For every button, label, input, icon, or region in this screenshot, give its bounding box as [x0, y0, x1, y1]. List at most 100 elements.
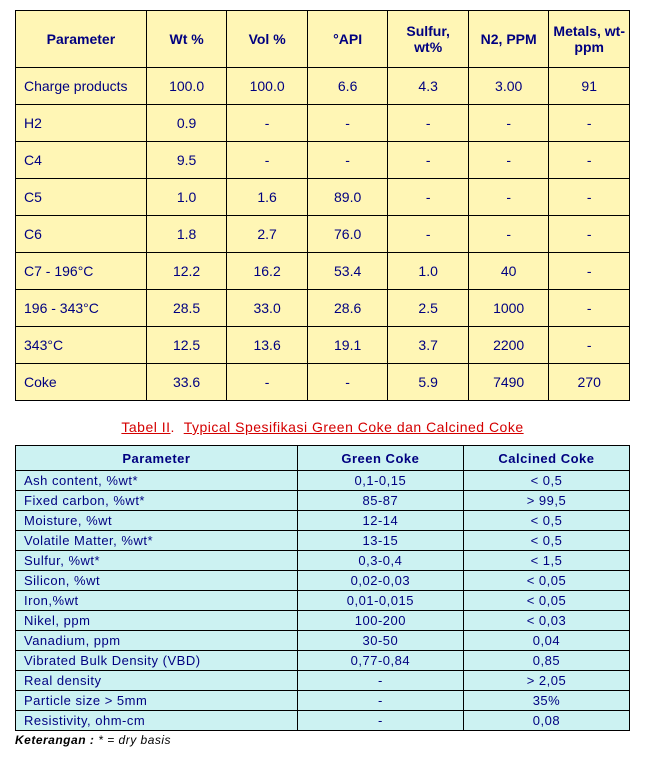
table-cell: - — [307, 142, 388, 179]
table-cell: 5.9 — [388, 364, 469, 401]
table-cell: < 0,5 — [463, 471, 629, 491]
table-cell: 100-200 — [297, 611, 463, 631]
table-cell: Ash content, %wt* — [16, 471, 298, 491]
table-cell: - — [468, 105, 549, 142]
table-1-header: °API — [307, 11, 388, 68]
table-cell: > 2,05 — [463, 671, 629, 691]
table-row: Sulfur, %wt*0,3-0,4< 1,5 — [16, 551, 630, 571]
table-cell: - — [388, 216, 469, 253]
table-cell: - — [549, 142, 630, 179]
table-row: Resistivity, ohm-cm-0,08 — [16, 711, 630, 731]
table-cell: Charge products — [16, 68, 147, 105]
table-cell: - — [549, 216, 630, 253]
table-cell: 0,01-0,015 — [297, 591, 463, 611]
table-1-header: Parameter — [16, 11, 147, 68]
table-1-header: Metals, wt-ppm — [549, 11, 630, 68]
table-cell: - — [297, 711, 463, 731]
table-cell: 33.0 — [227, 290, 308, 327]
table-cell: 7490 — [468, 364, 549, 401]
table-cell: - — [388, 179, 469, 216]
table-cell: 28.5 — [146, 290, 227, 327]
table-cell: 100.0 — [227, 68, 308, 105]
table-cell: - — [227, 105, 308, 142]
table-cell: C4 — [16, 142, 147, 179]
table-cell: 40 — [468, 253, 549, 290]
table-cell: C7 - 196°C — [16, 253, 147, 290]
table-2-header: Green Coke — [297, 446, 463, 471]
table-cell: 0,1-0,15 — [297, 471, 463, 491]
table-cell: - — [307, 105, 388, 142]
table-cell: 1.8 — [146, 216, 227, 253]
table-cell: 270 — [549, 364, 630, 401]
table-cell: 3.7 — [388, 327, 469, 364]
table-row: Coke33.6--5.97490270 — [16, 364, 630, 401]
table-cell: < 0,5 — [463, 531, 629, 551]
table-cell: 0,02-0,03 — [297, 571, 463, 591]
table-row: C51.01.689.0--- — [16, 179, 630, 216]
table-cell: - — [388, 105, 469, 142]
table-row: 343°C12.513.619.13.72200- — [16, 327, 630, 364]
table-cell: 0,85 — [463, 651, 629, 671]
table-1-header: Sulfur, wt% — [388, 11, 469, 68]
table-cell: 4.3 — [388, 68, 469, 105]
table-cell: Coke — [16, 364, 147, 401]
table-cell: 100.0 — [146, 68, 227, 105]
table-row: Charge products100.0100.06.64.33.0091 — [16, 68, 630, 105]
caption-dot: . — [171, 419, 184, 435]
table-cell: < 1,5 — [463, 551, 629, 571]
table-cell: 19.1 — [307, 327, 388, 364]
table-row: C61.82.776.0--- — [16, 216, 630, 253]
table-cell: - — [549, 105, 630, 142]
table-cell: 2.5 — [388, 290, 469, 327]
table-cell: 28.6 — [307, 290, 388, 327]
table-cell: Volatile Matter, %wt* — [16, 531, 298, 551]
table-cell: - — [468, 142, 549, 179]
table-2-header: Calcined Coke — [463, 446, 629, 471]
table-cell: 12-14 — [297, 511, 463, 531]
table-cell: Vanadium, ppm — [16, 631, 298, 651]
table-cell: - — [549, 253, 630, 290]
table-cell: 33.6 — [146, 364, 227, 401]
table-cell: - — [468, 179, 549, 216]
table-cell: 12.2 — [146, 253, 227, 290]
table-cell: 16.2 — [227, 253, 308, 290]
footnote-label: Keterangan : — [15, 733, 94, 747]
table-cell: 6.6 — [307, 68, 388, 105]
table-cell: < 0,03 — [463, 611, 629, 631]
table-cell: 2.7 — [227, 216, 308, 253]
table-cell: - — [549, 290, 630, 327]
table-cell: - — [227, 142, 308, 179]
table-cell: H2 — [16, 105, 147, 142]
table-cell: Iron,%wt — [16, 591, 298, 611]
table-cell: 0,3-0,4 — [297, 551, 463, 571]
table-1-header: Wt % — [146, 11, 227, 68]
table-cell: Resistivity, ohm-cm — [16, 711, 298, 731]
table-cell: > 99,5 — [463, 491, 629, 511]
table-row: H20.9----- — [16, 105, 630, 142]
table-1-header: N2, PPM — [468, 11, 549, 68]
table-cell: C5 — [16, 179, 147, 216]
table-cell: 53.4 — [307, 253, 388, 290]
table-row: Volatile Matter, %wt*13-15< 0,5 — [16, 531, 630, 551]
table-2-header: Parameter — [16, 446, 298, 471]
table-cell: 343°C — [16, 327, 147, 364]
table-row: Ash content, %wt*0,1-0,15< 0,5 — [16, 471, 630, 491]
table-row: C7 - 196°C12.216.253.41.040- — [16, 253, 630, 290]
table-2-header-row: Parameter Green Coke Calcined Coke — [16, 446, 630, 471]
footnote: Keterangan : * = dry basis — [15, 733, 630, 747]
table-cell: 1.6 — [227, 179, 308, 216]
table-row: Particle size > 5mm-35% — [16, 691, 630, 711]
table-row: Fixed carbon, %wt*85-87> 99,5 — [16, 491, 630, 511]
table-row: Iron,%wt0,01-0,015< 0,05 — [16, 591, 630, 611]
table-cell: Nikel, ppm — [16, 611, 298, 631]
table-1-header: Vol % — [227, 11, 308, 68]
table-cell: 1000 — [468, 290, 549, 327]
table-row: Real density-> 2,05 — [16, 671, 630, 691]
table-cell: < 0,5 — [463, 511, 629, 531]
table-2-caption: Tabel II. Typical Spesifikasi Green Coke… — [15, 419, 630, 435]
table-cell: - — [307, 364, 388, 401]
table-cell: < 0,05 — [463, 591, 629, 611]
table-cell: 1.0 — [146, 179, 227, 216]
table-cell: Vibrated Bulk Density (VBD) — [16, 651, 298, 671]
table-cell: 1.0 — [388, 253, 469, 290]
